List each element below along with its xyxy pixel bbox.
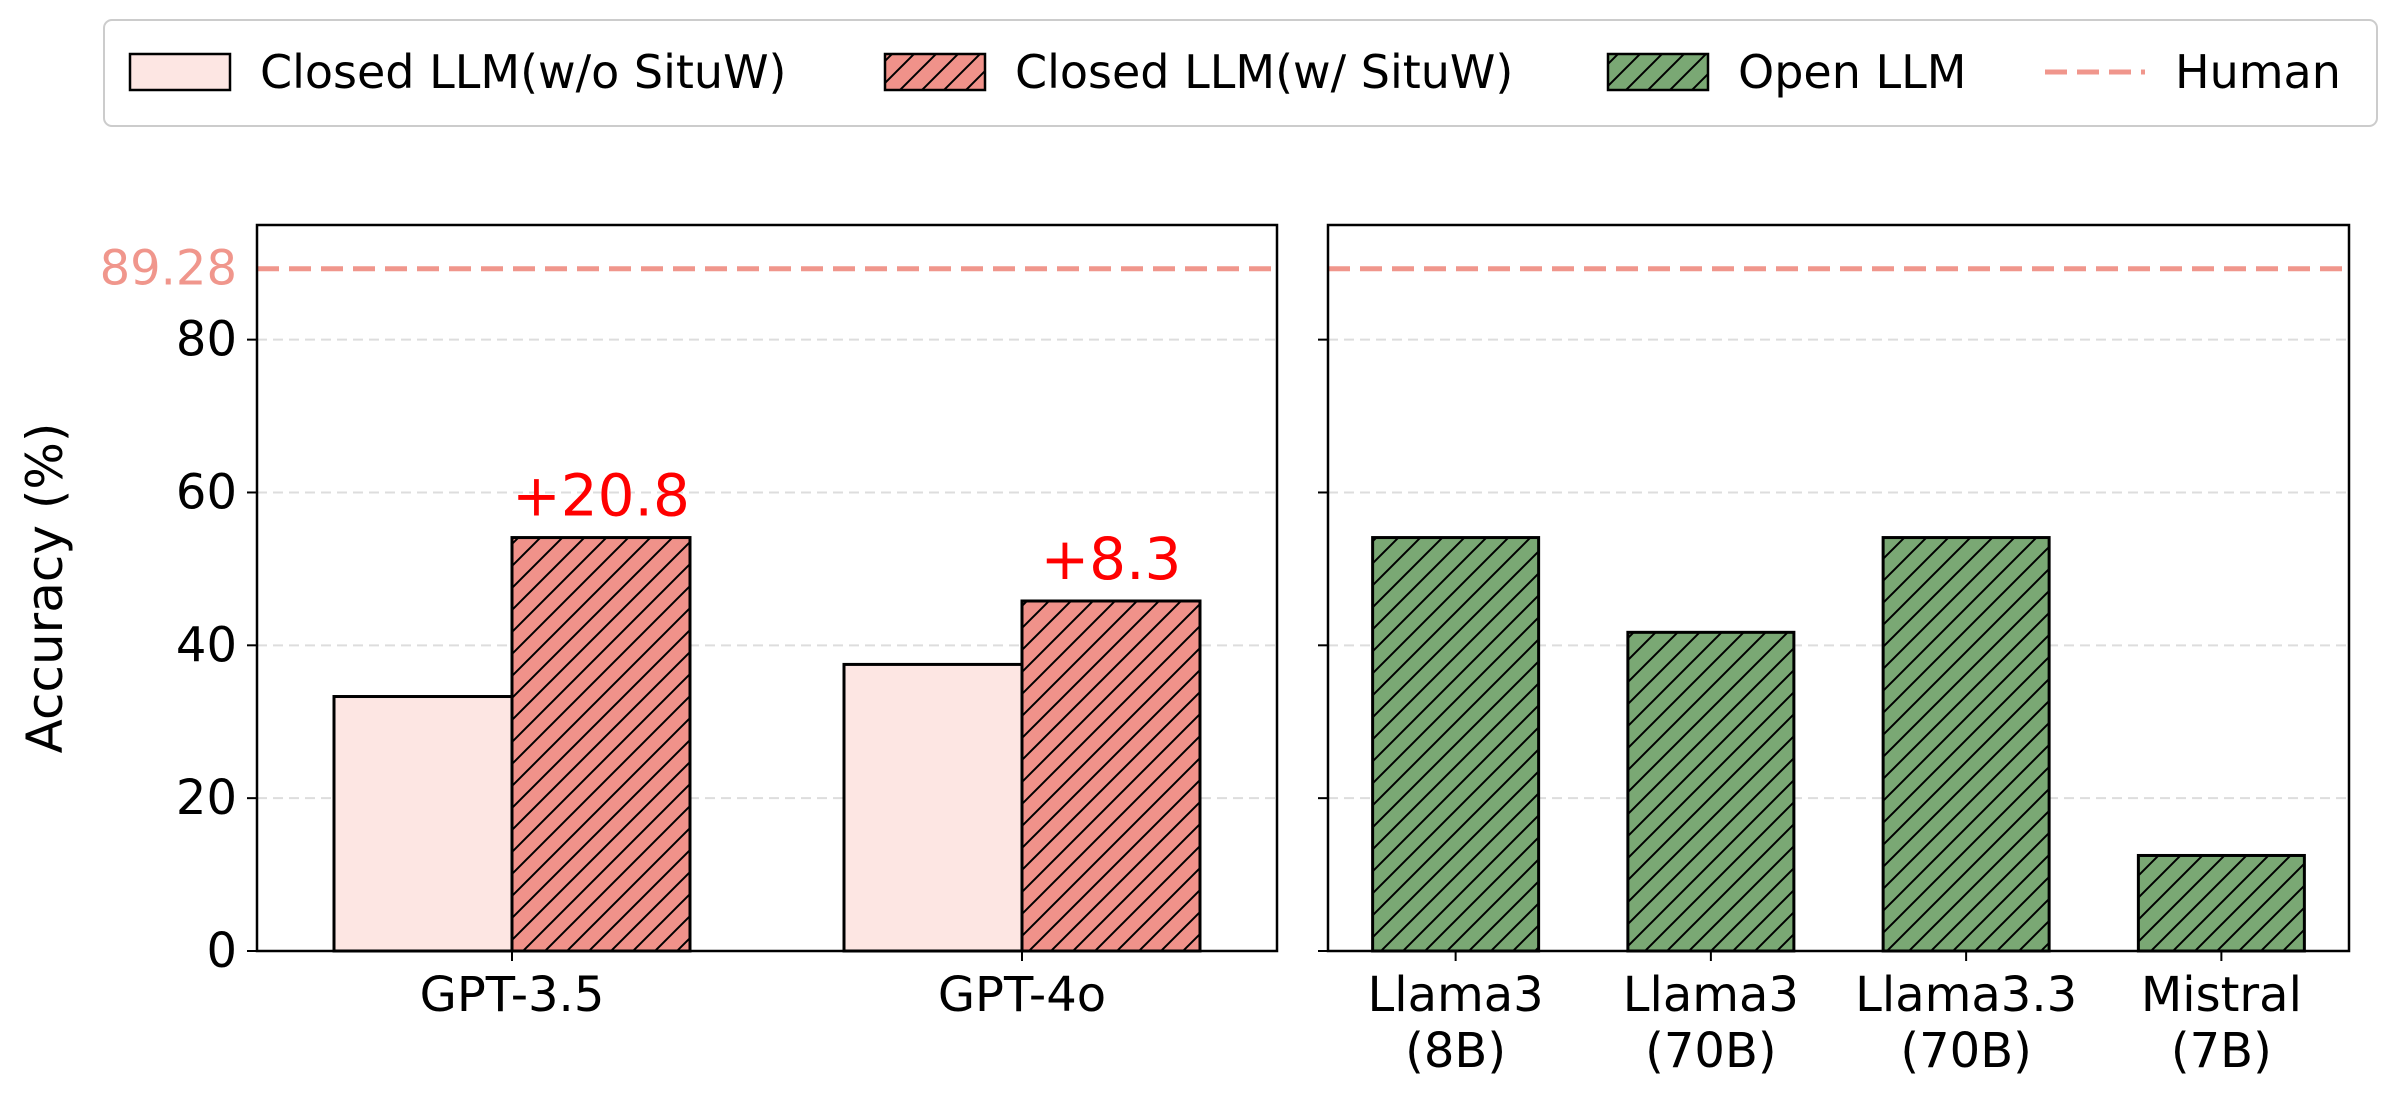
legend-label: Human xyxy=(2175,45,2341,99)
x-tick-label: (70B) xyxy=(1645,1023,1776,1079)
bar-plain xyxy=(332,695,514,953)
y-tick-label: 0 xyxy=(206,923,237,979)
x-tick-label: GPT-3.5 xyxy=(420,967,605,1023)
legend-label: Closed LLM(w/ SituW) xyxy=(1015,45,1513,99)
bar-hatched xyxy=(1371,536,1541,953)
bar-hatched xyxy=(1626,630,1796,953)
bar-plain xyxy=(842,662,1024,953)
plot-frame xyxy=(255,223,1279,953)
plot-frame xyxy=(1326,223,2351,953)
x-tick-label: (8B) xyxy=(1405,1023,1506,1079)
human-baseline-label: 89.28 xyxy=(100,241,237,297)
legend-swatch xyxy=(1606,52,1710,92)
legend: Closed LLM(w/o SituW) Closed LLM(w/ SituW… xyxy=(103,19,2378,127)
y-axis-label: Accuracy (%) xyxy=(16,423,74,754)
panel-open-llm: Llama3(8B)Llama3(70B)Llama3.3(70B)Mistra… xyxy=(1318,223,2351,1079)
x-tick-label: Llama3 xyxy=(1368,967,1544,1023)
legend-swatch xyxy=(128,52,232,92)
bar-hatched xyxy=(2136,853,2306,953)
legend-swatch xyxy=(883,52,987,92)
bar-hatched xyxy=(1881,536,2051,953)
x-tick-label: Llama3.3 xyxy=(1855,967,2077,1023)
x-tick-label: Llama3 xyxy=(1623,967,1799,1023)
x-tick-label: GPT-4o xyxy=(938,967,1106,1023)
y-tick-label: 20 xyxy=(176,770,237,826)
x-tick-label: (7B) xyxy=(2171,1023,2272,1079)
legend-label: Open LLM xyxy=(1738,45,1966,99)
legend-frame xyxy=(103,19,2378,127)
y-tick-label: 80 xyxy=(176,312,237,368)
delta-label: +8.3 xyxy=(1041,525,1182,593)
legend-label: Closed LLM(w/o SituW) xyxy=(260,45,787,99)
delta-label: +20.8 xyxy=(512,462,690,530)
panel-closed-llm: +20.8 GPT-3.5 +8.3 GPT-4o 0 20 40 60 80 89.28 xyxy=(100,223,1279,1023)
x-tick-label: (70B) xyxy=(1900,1023,2031,1079)
bar-hatched xyxy=(510,536,692,953)
x-tick-label: Mistral xyxy=(2141,967,2302,1023)
bar-hatched xyxy=(1020,599,1202,953)
y-tick-label: 60 xyxy=(176,464,237,520)
y-tick-label: 40 xyxy=(176,617,237,673)
